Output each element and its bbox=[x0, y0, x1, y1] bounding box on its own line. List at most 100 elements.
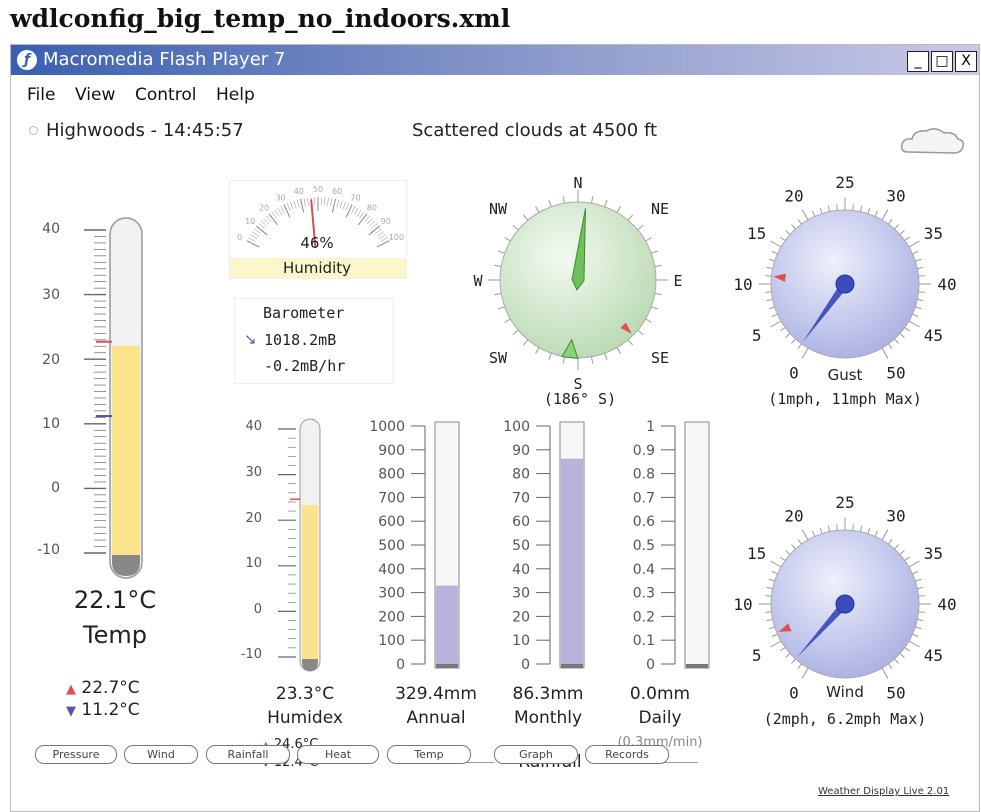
humidity-scale-label: 70 bbox=[350, 193, 360, 202]
rain-scale-label: 50 bbox=[512, 538, 530, 554]
pressure-button[interactable]: Pressure bbox=[35, 745, 117, 764]
humidex-scale-label: 40 bbox=[222, 419, 262, 434]
sky-conditions: Scattered clouds at 4500 ft bbox=[412, 120, 657, 141]
wind-summary: (2mph, 6.2mph Max) bbox=[720, 710, 970, 728]
rain-scale-label: 600 bbox=[378, 514, 405, 530]
temperature-label: Temp bbox=[50, 621, 180, 649]
rain-scale-label: 0 bbox=[521, 657, 530, 670]
barometer-trend: -0.2mB/hr bbox=[264, 357, 345, 375]
temperature-max: ▲ 22.7°C bbox=[66, 678, 140, 698]
temp-scale-label: 0 bbox=[20, 480, 60, 496]
humidex-current: 23.3°C bbox=[250, 684, 360, 704]
rain-scale-label: 30 bbox=[512, 586, 530, 602]
humidity-scale-label: 80 bbox=[367, 203, 377, 212]
menu-view[interactable]: View bbox=[75, 85, 115, 105]
status-dot-icon bbox=[29, 126, 38, 135]
gust-scale-label: 30 bbox=[886, 187, 905, 206]
graph-button[interactable]: Graph bbox=[494, 745, 578, 764]
humidity-label: Humidity bbox=[229, 259, 405, 277]
humidity-scale-label: 40 bbox=[294, 187, 304, 196]
wind-direction-reading: (186° S) bbox=[520, 390, 640, 408]
wind-scale-label: 10 bbox=[733, 595, 752, 614]
rain-level-annual bbox=[436, 586, 458, 664]
menu-file[interactable]: File bbox=[27, 85, 55, 105]
title-bar[interactable]: ƒ Macromedia Flash Player 7 _ □ X bbox=[11, 45, 979, 75]
humidity-value: 46% bbox=[229, 234, 405, 252]
rain-scale-label: 0 bbox=[396, 657, 405, 670]
compass-label-se: SE bbox=[645, 349, 675, 367]
rain-annual-value: 329.4mm bbox=[376, 684, 496, 704]
humidity-scale-label: 20 bbox=[259, 203, 269, 212]
rain-scale-label: 0.1 bbox=[633, 633, 655, 649]
temp-scale-label: 30 bbox=[20, 287, 60, 303]
rain-scale-label: 700 bbox=[378, 490, 405, 506]
cloud-icon bbox=[898, 124, 968, 160]
humidity-scale-label: 50 bbox=[313, 185, 323, 194]
menu-control[interactable]: Control bbox=[135, 85, 196, 105]
gust-scale-label: 10 bbox=[733, 275, 752, 294]
rain-scale-label: 10 bbox=[512, 633, 530, 649]
humidex-thermometer bbox=[230, 415, 330, 675]
temperature-level bbox=[112, 346, 140, 555]
rain-scale-label: 60 bbox=[512, 514, 530, 530]
rain-scale-label: 400 bbox=[378, 562, 405, 578]
up-triangle-icon: ▲ bbox=[66, 682, 76, 697]
rain-annual-label: Annual bbox=[376, 708, 496, 728]
wind-scale-label: 25 bbox=[835, 493, 854, 512]
rain-scale-label: 200 bbox=[378, 609, 405, 625]
rain-scale-label: 80 bbox=[512, 467, 530, 483]
temp-scale-label: 20 bbox=[20, 352, 60, 368]
temp-button[interactable]: Temp bbox=[387, 745, 471, 764]
wind-scale-label: 30 bbox=[886, 507, 905, 526]
close-button[interactable]: X bbox=[955, 51, 977, 72]
wind-scale-label: 20 bbox=[784, 507, 803, 526]
wind-button[interactable]: Wind bbox=[124, 745, 198, 764]
rain-scale-label: 900 bbox=[378, 443, 405, 459]
wind-scale-label: 15 bbox=[747, 544, 766, 563]
humidex-scale-label: 0 bbox=[222, 602, 262, 617]
compass-label-ne: NE bbox=[645, 200, 675, 218]
falling-arrow-icon: ↘ bbox=[244, 330, 257, 348]
rain-scale-label: 20 bbox=[512, 609, 530, 625]
gust-scale-label: 15 bbox=[747, 224, 766, 243]
compass-label-w: W bbox=[470, 272, 486, 290]
gust-scale-label: 40 bbox=[937, 275, 956, 294]
rain-monthly-label: Monthly bbox=[493, 708, 603, 728]
rain-daily-value: 0.0mm bbox=[610, 684, 710, 704]
minimize-button[interactable]: _ bbox=[907, 51, 929, 72]
temperature-scale-ticks bbox=[84, 230, 106, 553]
compass-label-e: E bbox=[670, 272, 686, 290]
rain-level-monthly bbox=[561, 459, 583, 664]
wind-scale-label: 40 bbox=[937, 595, 956, 614]
rain-daily-label: Daily bbox=[610, 708, 710, 728]
rain-scale-label: 500 bbox=[378, 538, 405, 554]
rain-scale-label: 1000 bbox=[369, 419, 405, 435]
wind-scale-label: 5 bbox=[752, 646, 762, 665]
humidity-scale-label: 90 bbox=[381, 217, 391, 226]
humidity-scale-label: 30 bbox=[275, 193, 285, 202]
records-button[interactable]: Records bbox=[585, 745, 669, 764]
wind-label: Wind bbox=[720, 683, 970, 701]
rain-scale-label: 0.6 bbox=[633, 514, 655, 530]
window-title: Macromedia Flash Player 7 bbox=[43, 49, 285, 70]
humidex-label: Humidex bbox=[250, 708, 360, 728]
rain-scale-label: 0 bbox=[646, 657, 655, 670]
station-name-time: Highwoods - 14:45:57 bbox=[46, 120, 244, 141]
heat-button[interactable]: Heat bbox=[297, 745, 379, 764]
wind-scale-label: 35 bbox=[924, 544, 943, 563]
weather-display-live-link[interactable]: Weather Display Live 2.01 bbox=[818, 786, 949, 797]
wind-scale-label: 45 bbox=[924, 646, 943, 665]
barometer-label: Barometer bbox=[263, 304, 344, 322]
gust-summary: (1mph, 11mph Max) bbox=[720, 390, 970, 408]
humidex-scale-label: 30 bbox=[222, 465, 262, 480]
menu-help[interactable]: Help bbox=[216, 85, 255, 105]
temp-scale-label: 10 bbox=[20, 416, 60, 432]
maximize-button[interactable]: □ bbox=[931, 51, 953, 72]
rainfall-button[interactable]: Rainfall bbox=[206, 745, 290, 764]
humidex-scale-label: 20 bbox=[222, 511, 262, 526]
rain-scale-label: 0.2 bbox=[633, 609, 655, 625]
rain-scale-label: 0.9 bbox=[633, 443, 655, 459]
